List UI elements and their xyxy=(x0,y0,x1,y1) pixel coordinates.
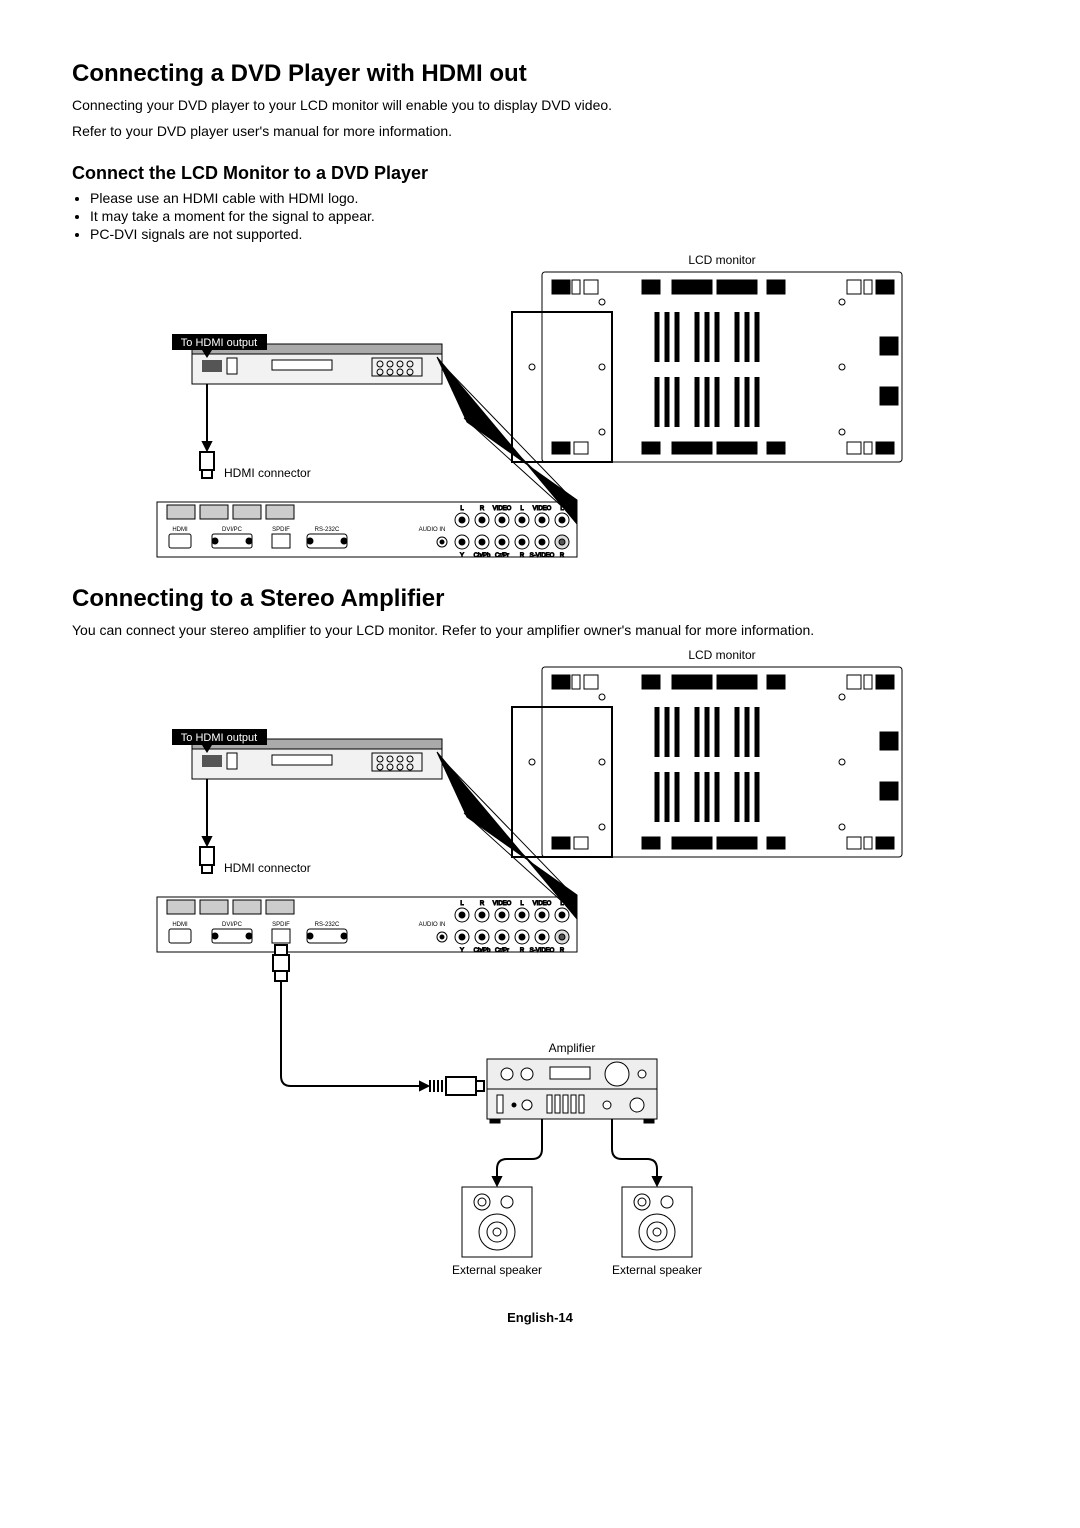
svg-text:DVI/PC: DVI/PC xyxy=(222,527,243,533)
diagram-amp: LCD monitor xyxy=(72,647,1008,1292)
speaker-right-icon xyxy=(622,1187,692,1257)
svg-text:R: R xyxy=(480,901,485,907)
svg-text:R: R xyxy=(560,553,565,559)
section1-intro2: Refer to your DVD player user's manual f… xyxy=(72,122,1008,142)
hdmi-cable-2 xyxy=(200,779,214,873)
speaker-right-label: External speaker xyxy=(612,1263,702,1277)
bullet-item: It may take a moment for the signal to a… xyxy=(90,208,1008,224)
bullet-item: Please use an HDMI cable with HDMI logo. xyxy=(90,190,1008,206)
svg-text:HDMI: HDMI xyxy=(172,922,188,928)
lcd-label-2: LCD monitor xyxy=(688,648,755,662)
svg-text:Cb/Pb: Cb/Pb xyxy=(474,948,491,954)
section1-title: Connecting a DVD Player with HDMI out xyxy=(72,60,1008,88)
section1-subhead: Connect the LCD Monitor to a DVD Player xyxy=(72,163,1008,184)
svg-text:R: R xyxy=(520,948,525,954)
svg-text:R: R xyxy=(520,553,525,559)
svg-text:VIDEO: VIDEO xyxy=(533,901,552,907)
svg-text:VIDEO: VIDEO xyxy=(533,506,552,512)
diagram-dvd: LCD monitor xyxy=(72,252,1008,567)
svg-text:DVI/PC: DVI/PC xyxy=(222,922,243,928)
svg-text:AUDIO IN: AUDIO IN xyxy=(419,527,446,533)
svg-text:Cr/Pr: Cr/Pr xyxy=(495,948,509,954)
svg-text:VIDEO: VIDEO xyxy=(493,901,512,907)
amplifier-label: Amplifier xyxy=(549,1041,596,1055)
page-number: English-14 xyxy=(72,1310,1008,1325)
section1-intro1: Connecting your DVD player to your LCD m… xyxy=(72,96,1008,116)
svg-text:Y: Y xyxy=(460,553,464,559)
svg-text:S-VIDEO: S-VIDEO xyxy=(530,553,555,559)
section2-title: Connecting to a Stereo Amplifier xyxy=(72,585,1008,613)
svg-text:Y: Y xyxy=(460,948,464,954)
svg-text:RS-232C: RS-232C xyxy=(315,527,340,533)
lcd-monitor-back-2 xyxy=(512,667,902,857)
svg-text:S-VIDEO: S-VIDEO xyxy=(530,948,555,954)
svg-text:SPDIF: SPDIF xyxy=(272,527,290,533)
section1-bullets: Please use an HDMI cable with HDMI logo.… xyxy=(90,190,1008,242)
svg-text:To HDMI output: To HDMI output xyxy=(181,732,257,744)
speaker-left-icon xyxy=(462,1187,532,1257)
hdmi-connector-label: HDMI connector xyxy=(224,466,311,480)
lcd-monitor-back xyxy=(512,272,902,462)
hdmi-cable xyxy=(200,384,214,478)
svg-text:AUDIO IN: AUDIO IN xyxy=(419,922,446,928)
speaker-cables xyxy=(493,1119,661,1185)
svg-text:SPDIF: SPDIF xyxy=(272,922,290,928)
svg-text:RS-232C: RS-232C xyxy=(315,922,340,928)
svg-text:HDMI: HDMI xyxy=(172,527,188,533)
svg-text:R: R xyxy=(480,506,485,512)
section2-intro: You can connect your stereo amplifier to… xyxy=(72,621,1008,641)
speaker-left-label: External speaker xyxy=(452,1263,542,1277)
spdif-cable xyxy=(273,945,484,1095)
connector-panel-2: HDMI DVI/PC SPDIF RS-232C AUDIO IN LR VI… xyxy=(157,752,577,954)
hdmi-connector-label-2: HDMI connector xyxy=(224,861,311,875)
svg-text:Cb/Pb: Cb/Pb xyxy=(474,553,491,559)
svg-text:VIDEO: VIDEO xyxy=(493,506,512,512)
connector-panel: HDMI DVI/PC SPDIF RS-232C AUDIO IN LR VI… xyxy=(157,357,577,559)
bullet-item: PC-DVI signals are not supported. xyxy=(90,226,1008,242)
amplifier-icon xyxy=(487,1059,657,1123)
lcd-label: LCD monitor xyxy=(688,253,755,267)
svg-text:R: R xyxy=(560,948,565,954)
svg-text:Cr/Pr: Cr/Pr xyxy=(495,553,509,559)
svg-text:To HDMI output: To HDMI output xyxy=(181,337,257,349)
